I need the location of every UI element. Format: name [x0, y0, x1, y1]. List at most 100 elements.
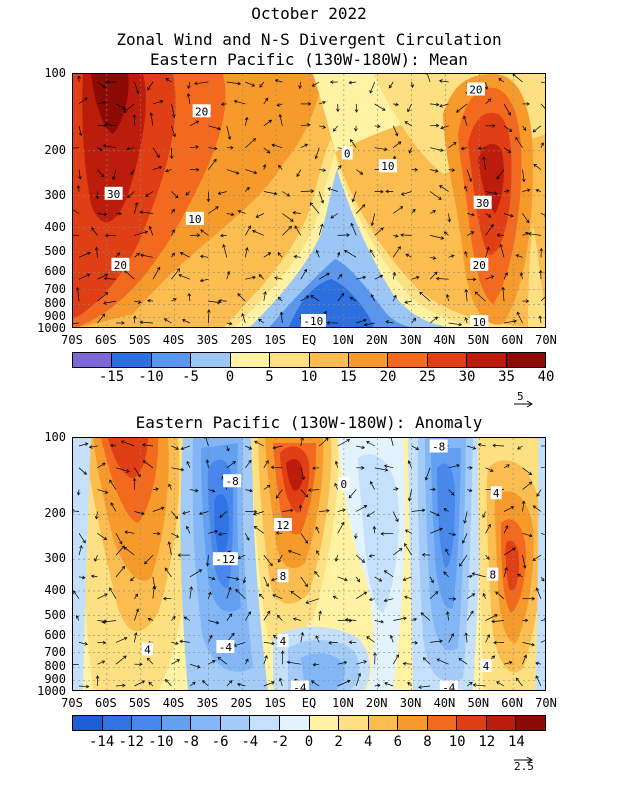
wind-vector-head	[195, 145, 199, 149]
wind-vector	[381, 532, 394, 535]
wind-vector-head	[398, 548, 403, 552]
wind-vector	[208, 576, 216, 580]
wind-vector	[180, 252, 191, 258]
wind-vector-head	[208, 591, 212, 596]
wind-vector-head	[126, 146, 131, 151]
wind-vector-head	[430, 579, 434, 584]
wind-vector-head	[373, 652, 377, 656]
wind-vector	[374, 620, 384, 623]
wind-vector-head	[326, 320, 330, 325]
wind-vector	[393, 488, 399, 490]
wind-vector-head	[104, 233, 109, 238]
wind-vector	[419, 291, 431, 302]
wind-vector-head	[438, 196, 442, 200]
wind-vector-head	[205, 562, 210, 567]
wind-vector	[467, 213, 475, 216]
colorbar-label: 6	[393, 734, 403, 750]
contour-label: -4	[293, 681, 307, 691]
wind-vector-head	[163, 318, 168, 322]
wind-vector	[171, 298, 177, 302]
wind-vector-head	[180, 446, 185, 451]
wind-vector	[277, 554, 283, 563]
wind-vector-head	[539, 247, 544, 252]
wind-vector	[485, 614, 498, 621]
wind-vector-head	[118, 211, 122, 216]
wind-vector-head	[206, 198, 211, 203]
wind-vector	[516, 311, 523, 324]
wind-vector	[124, 270, 135, 280]
wind-vector-head	[315, 635, 319, 639]
wind-vector	[485, 275, 494, 280]
wind-vector-head	[105, 80, 109, 85]
wind-vector-head	[435, 276, 440, 281]
wind-vector-head	[494, 614, 498, 618]
wind-vector-head	[400, 233, 404, 237]
wind-vector-head	[134, 201, 139, 206]
wind-vector-head	[348, 494, 353, 499]
wind-vector	[491, 620, 505, 622]
wind-vector	[392, 295, 397, 302]
wind-vector-head	[513, 319, 517, 324]
colorbar-label: -15	[98, 369, 125, 385]
wind-vector	[445, 548, 449, 556]
wind-vector	[148, 618, 154, 621]
colorbar-label: -5	[182, 369, 199, 385]
wind-vector	[300, 438, 303, 447]
wind-vector-head	[262, 163, 267, 168]
wind-vectors	[73, 438, 545, 689]
wind-vector	[252, 230, 264, 236]
grid-lines	[73, 438, 545, 690]
wind-vector-head	[148, 225, 153, 230]
wind-vector	[245, 276, 256, 280]
wind-vector-head	[127, 194, 131, 198]
wind-vector	[500, 244, 505, 258]
wind-vector-head	[515, 677, 520, 682]
wind-vector-head	[198, 569, 203, 573]
wind-vector-head	[123, 109, 127, 113]
wind-vector-head	[461, 540, 466, 544]
wind-vector	[77, 185, 80, 192]
colorbar-label: -2	[270, 734, 288, 750]
wind-vector-head	[288, 225, 292, 230]
wind-vector	[393, 235, 399, 237]
wind-vector-head	[418, 685, 422, 689]
reference-arrow-icon	[514, 400, 533, 408]
wind-vector	[503, 190, 510, 192]
wind-vector	[400, 234, 412, 236]
wind-vector-head	[301, 476, 306, 481]
wind-vector	[404, 543, 412, 556]
wind-vector	[370, 294, 376, 302]
wind-vector-head	[332, 595, 337, 599]
wind-vector	[448, 322, 462, 326]
wind-vector-head	[252, 138, 256, 142]
wind-vector	[429, 576, 434, 583]
wind-vector-head	[229, 680, 233, 684]
wind-vector	[440, 125, 449, 129]
wind-vector	[350, 223, 357, 236]
wind-vector-head	[83, 471, 87, 475]
wind-vector-head	[175, 641, 179, 646]
wind-vector-head	[338, 273, 343, 278]
wind-vector-head	[277, 296, 282, 301]
wind-vector-head	[102, 462, 106, 467]
wind-vector-head	[233, 99, 238, 104]
wind-vector-head	[266, 610, 271, 615]
wind-vector	[522, 532, 533, 537]
wind-vector-head	[207, 309, 211, 313]
wind-vector-head	[248, 446, 253, 450]
wind-vector-head	[100, 173, 105, 178]
mean-contour-plot: 20 0 10 20 30 10 30 20 20 -10 10	[73, 74, 545, 327]
wind-vector	[208, 147, 218, 150]
contour-label-bg	[223, 474, 242, 488]
wind-vector-head	[132, 113, 137, 118]
wind-vector	[466, 445, 476, 450]
anomaly-contour-plot: -8 0 -8 4 12 -12 8 8 4 -4 4 4 -4 -4	[73, 438, 545, 691]
wind-vector-head	[116, 252, 121, 256]
wind-vector	[319, 101, 326, 105]
wind-vector	[277, 103, 283, 106]
wind-vector	[536, 587, 542, 599]
wind-vector	[124, 531, 135, 534]
y-tick-label: 1000	[37, 321, 66, 335]
wind-vector	[464, 185, 468, 192]
wind-vector	[73, 209, 80, 214]
